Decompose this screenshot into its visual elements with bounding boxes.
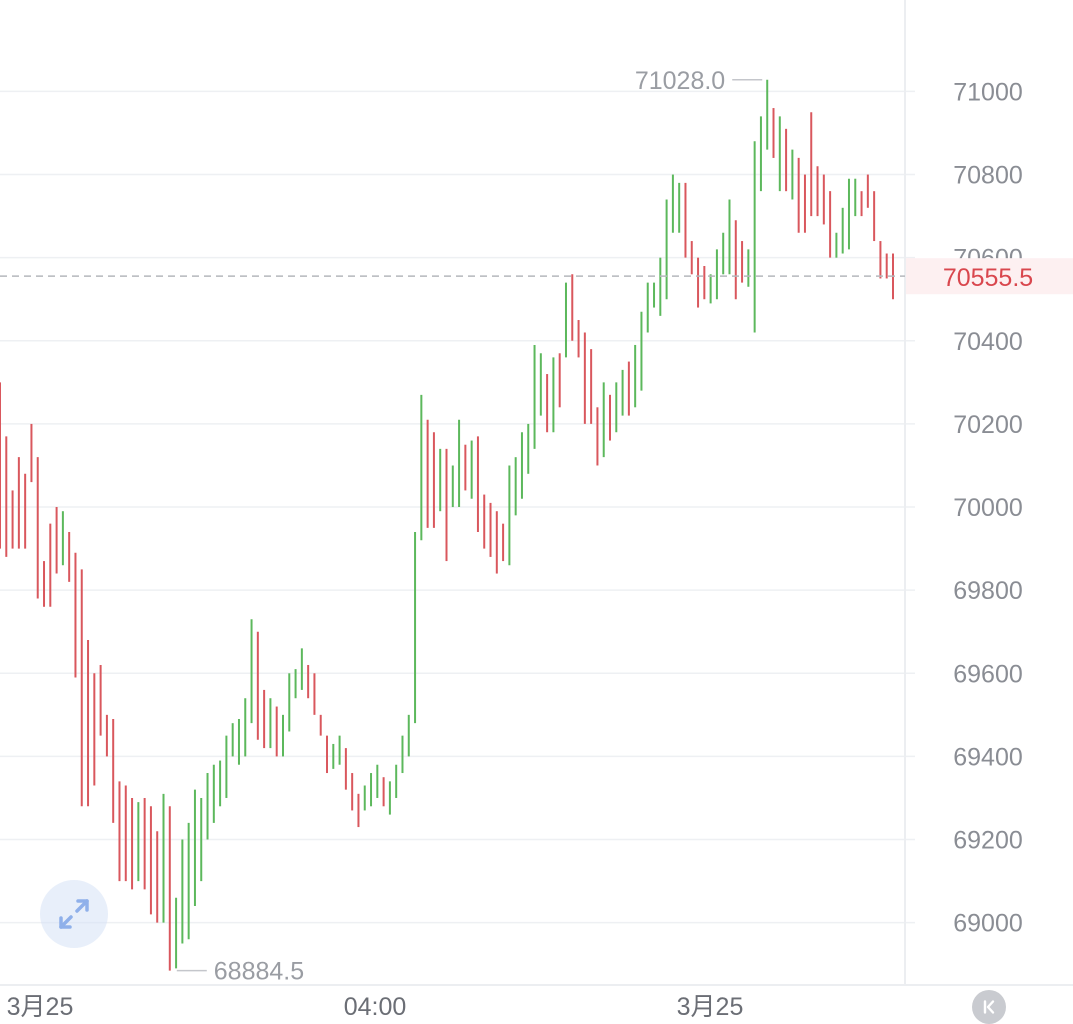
- current-price-label: 70555.5: [943, 264, 1033, 292]
- y-tick-label: 70800: [953, 162, 1023, 190]
- expand-icon: [59, 899, 89, 929]
- y-tick-label: 69400: [953, 743, 1023, 771]
- rewind-icon: [983, 1000, 995, 1014]
- x-tick-label: 3月25: [7, 993, 74, 1021]
- y-tick-label: 71000: [953, 78, 1023, 106]
- y-tick-label: 70000: [953, 494, 1023, 522]
- expand-button[interactable]: [40, 880, 108, 948]
- low-price-label: 68884.5: [214, 958, 304, 986]
- y-tick-label: 69200: [953, 827, 1023, 855]
- grid-lines: [0, 90, 915, 924]
- y-tick-label: 70400: [953, 328, 1023, 356]
- y-tick-label: 69600: [953, 660, 1023, 688]
- x-tick-label: 04:00: [344, 993, 407, 1021]
- y-tick-label: 69800: [953, 577, 1023, 605]
- current-price-marker: 70555.5: [0, 258, 1073, 295]
- y-tick-label: 70200: [953, 411, 1023, 439]
- extreme-markers: 71028.0 68884.5: [176, 67, 763, 986]
- x-tick-label: 3月25: [677, 993, 744, 1021]
- high-price-label: 71028.0: [635, 67, 725, 95]
- time-axis: 3月25 04:00 3月25: [7, 993, 744, 1021]
- price-axis: 7100070800706007040070200700006980069600…: [953, 78, 1023, 937]
- ohlc-bars: [0, 79, 894, 971]
- y-tick-label: 69000: [953, 910, 1023, 938]
- rewind-button[interactable]: [972, 990, 1006, 1024]
- current-price-badge: [906, 258, 1073, 295]
